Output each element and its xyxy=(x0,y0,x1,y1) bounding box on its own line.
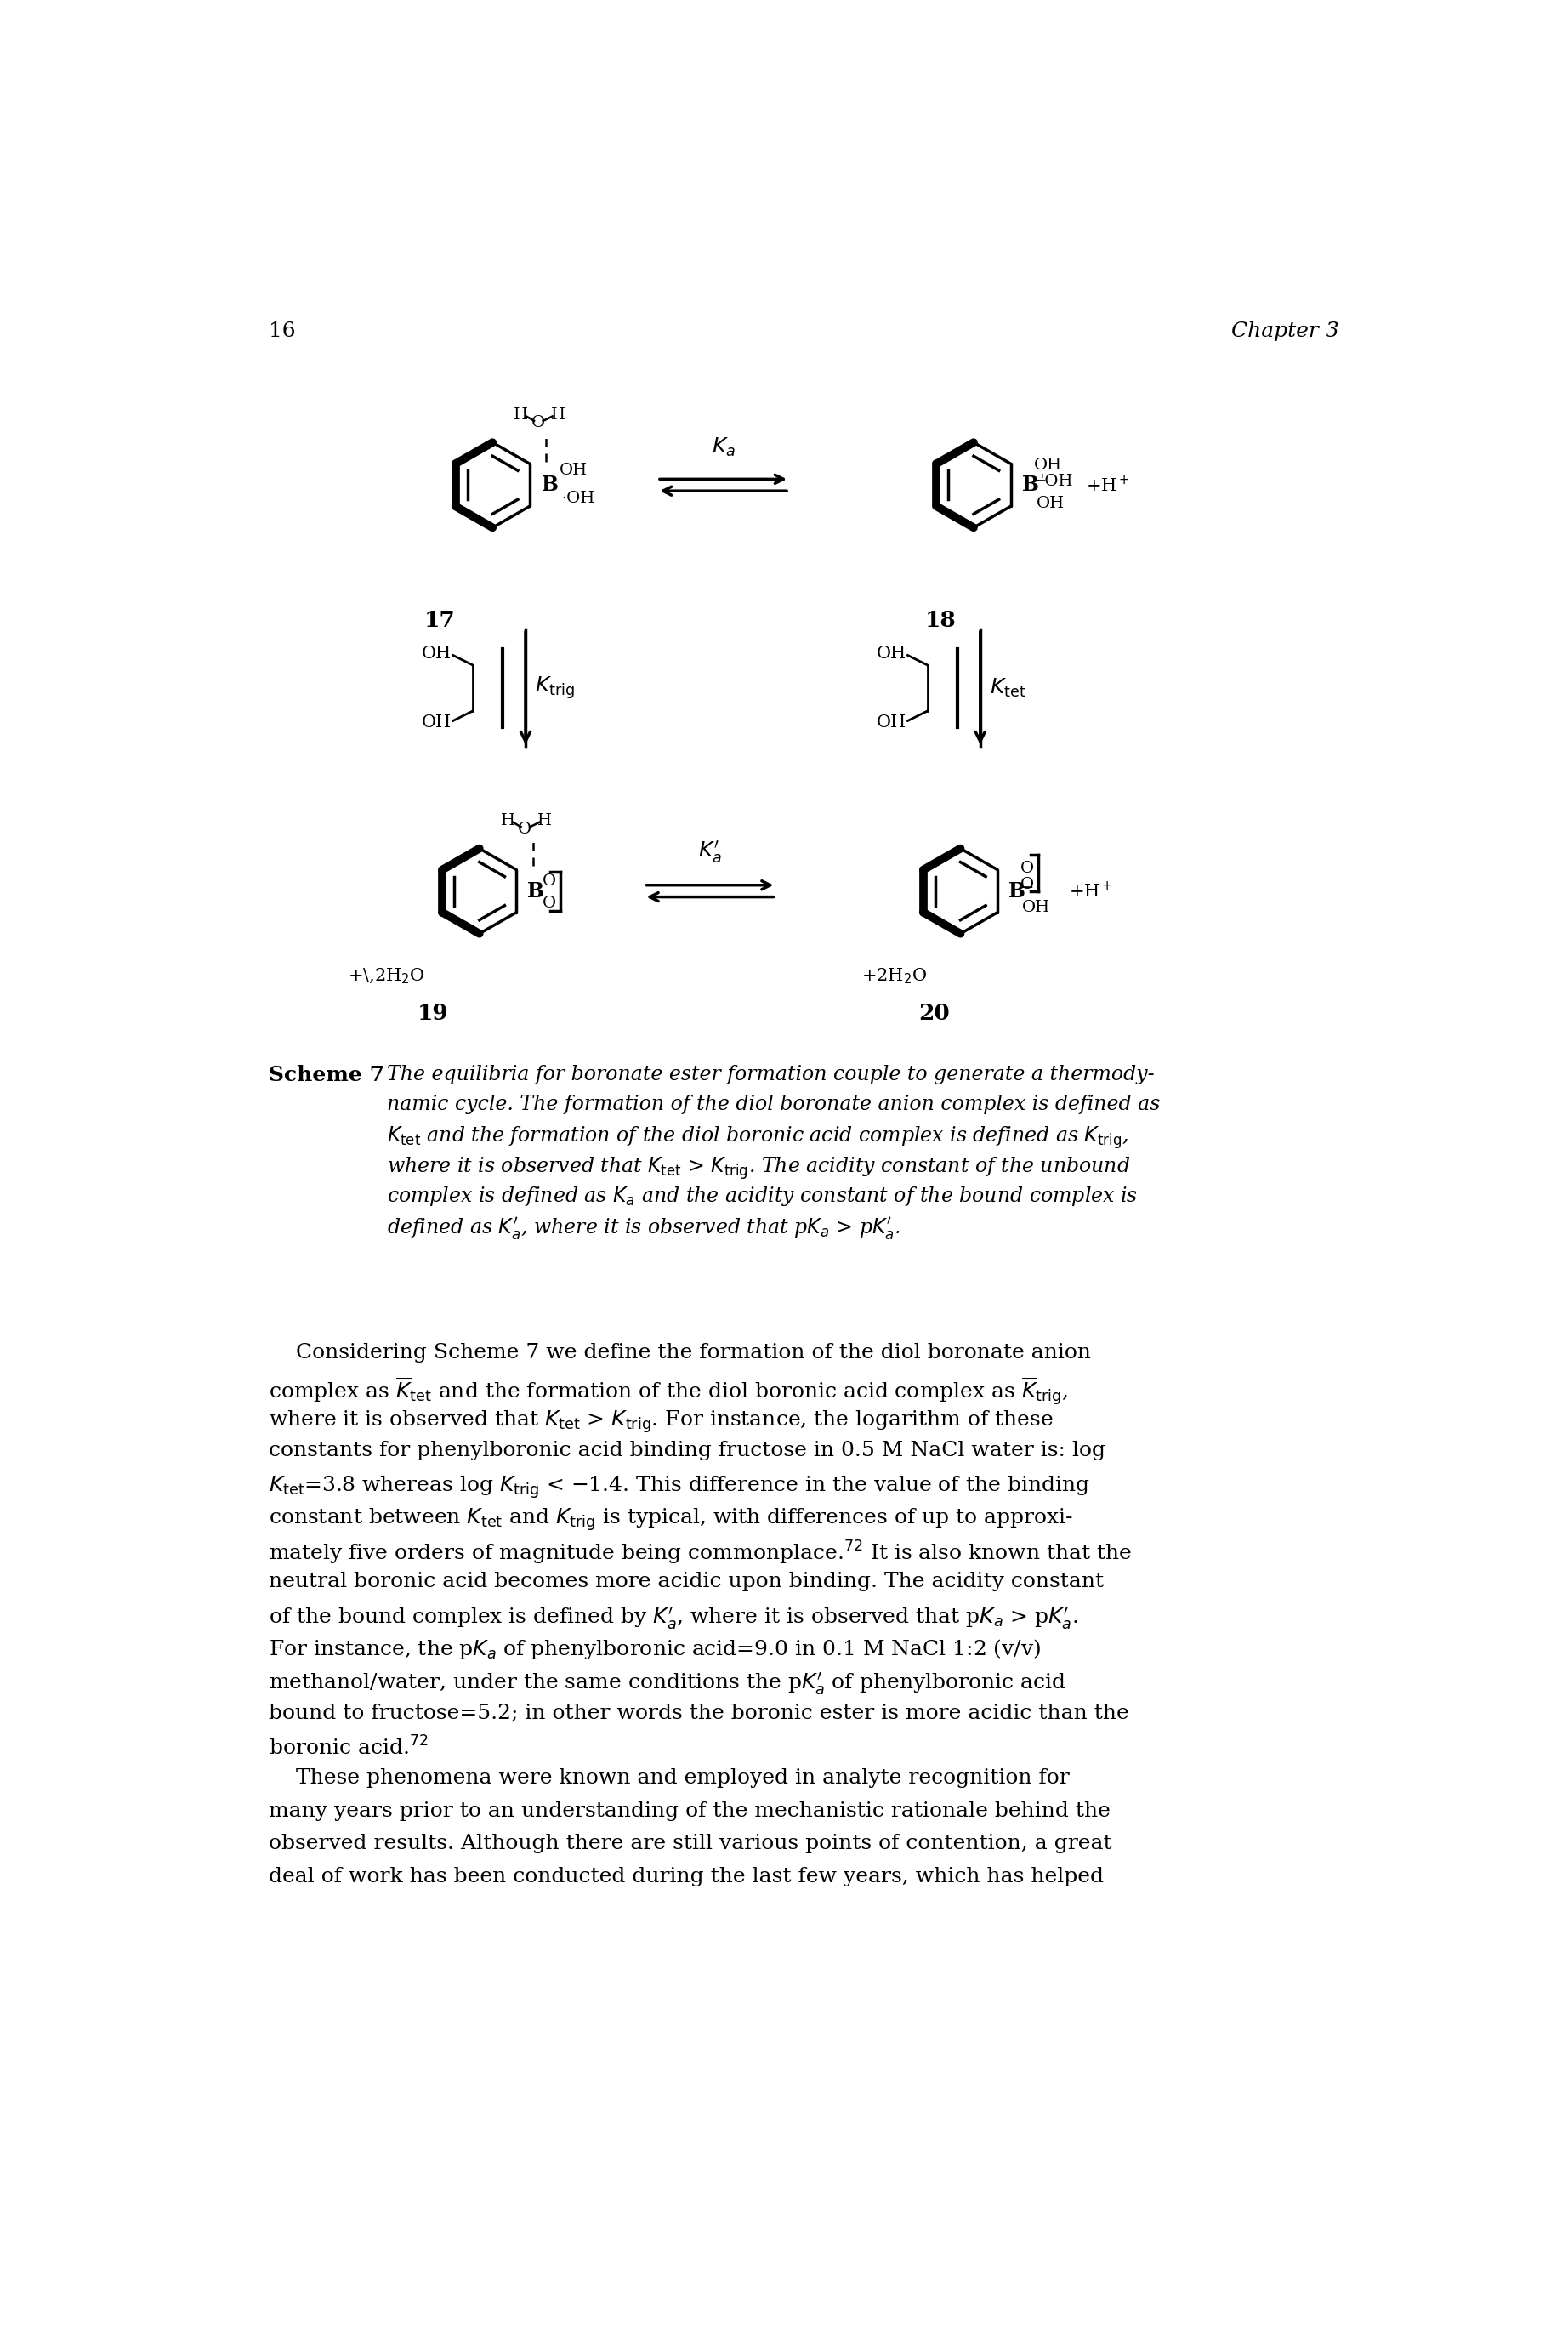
Text: OH: OH xyxy=(1033,458,1062,472)
Text: $K_{\rm tet}$ and the formation of the diol boronic acid complex is defined as $: $K_{\rm tet}$ and the formation of the d… xyxy=(387,1126,1129,1152)
Text: $\mathit{K}_a'$: $\mathit{K}_a'$ xyxy=(698,839,721,865)
Text: OH: OH xyxy=(877,714,906,731)
Text: H: H xyxy=(514,407,528,423)
Text: boronic acid.$^{72}$: boronic acid.$^{72}$ xyxy=(268,1737,428,1760)
Text: of the bound complex is defined by $K_a'$, where it is observed that p$K_a$ > p$: of the bound complex is defined by $K_a'… xyxy=(268,1605,1077,1631)
Text: Chapter 3: Chapter 3 xyxy=(1231,322,1339,341)
Text: ·: · xyxy=(538,881,543,895)
Text: observed results. Although there are still various points of contention, a great: observed results. Although there are sti… xyxy=(268,1833,1112,1854)
Text: $\mathit{K}_{\rm tet}$: $\mathit{K}_{\rm tet}$ xyxy=(989,677,1025,700)
Text: OH: OH xyxy=(1036,496,1065,510)
Text: −: − xyxy=(1019,881,1033,895)
Text: O: O xyxy=(543,895,555,909)
Text: +\,2H$_2$O: +\,2H$_2$O xyxy=(348,966,425,985)
Text: +H$^+$: +H$^+$ xyxy=(1069,881,1113,900)
Text: constants for phenylboronic acid binding fructose in 0.5 M NaCl water is: log: constants for phenylboronic acid binding… xyxy=(268,1441,1105,1462)
Text: complex is defined as $K_a$ and the acidity constant of the bound complex is: complex is defined as $K_a$ and the acid… xyxy=(387,1184,1138,1208)
Text: +2H$_2$O: +2H$_2$O xyxy=(861,966,927,985)
Text: O: O xyxy=(532,416,544,430)
Text: ·'OH: ·'OH xyxy=(1035,475,1073,489)
Text: 19: 19 xyxy=(417,1003,448,1025)
Text: For instance, the p$K_a$ of phenylboronic acid=9.0 in 0.1 M NaCl 1:2 (v/v): For instance, the p$K_a$ of phenylboroni… xyxy=(268,1638,1041,1661)
Text: The equilibria for boronate ester formation couple to generate a thermody-: The equilibria for boronate ester format… xyxy=(387,1065,1154,1083)
Text: OH: OH xyxy=(422,646,452,660)
Text: Considering Scheme 7 we define the formation of the diol boronate anion: Considering Scheme 7 we define the forma… xyxy=(268,1342,1091,1363)
Text: complex as $\overline{K}_{\rm tet}$ and the formation of the diol boronic acid c: complex as $\overline{K}_{\rm tet}$ and … xyxy=(268,1375,1068,1408)
Text: $\mathit{K}_a$: $\mathit{K}_a$ xyxy=(712,437,735,458)
Text: 18: 18 xyxy=(925,609,956,630)
Text: Scheme 7: Scheme 7 xyxy=(268,1065,384,1086)
Text: OH: OH xyxy=(877,646,906,660)
Text: many years prior to an understanding of the mechanistic rationale behind the: many years prior to an understanding of … xyxy=(268,1802,1110,1821)
Text: OH: OH xyxy=(1022,900,1051,914)
Text: ·OH: ·OH xyxy=(561,491,596,505)
Text: 16: 16 xyxy=(268,322,295,341)
Text: neutral boronic acid becomes more acidic upon binding. The acidity constant: neutral boronic acid becomes more acidic… xyxy=(268,1572,1104,1591)
Text: where it is observed that $K_{\rm tet}$ > $K_{\rm trig}$. The acidity constant o: where it is observed that $K_{\rm tet}$ … xyxy=(387,1154,1131,1182)
Text: H: H xyxy=(538,813,552,830)
Text: namic cycle. The formation of the diol boronate anion complex is defined as: namic cycle. The formation of the diol b… xyxy=(387,1095,1160,1114)
Text: O: O xyxy=(1021,877,1035,893)
Text: $K_{\rm tet}$=3.8 whereas log $K_{\rm trig}$ < $-$1.4. This difference in the va: $K_{\rm tet}$=3.8 whereas log $K_{\rm tr… xyxy=(268,1473,1090,1499)
Text: $\mathit{K}_{\rm trig}$: $\mathit{K}_{\rm trig}$ xyxy=(535,674,574,700)
Text: bound to fructose=5.2; in other words the boronic ester is more acidic than the: bound to fructose=5.2; in other words th… xyxy=(268,1704,1129,1723)
Text: B: B xyxy=(1008,881,1025,902)
Text: B: B xyxy=(527,881,544,902)
Text: B: B xyxy=(1022,475,1038,496)
Text: mately five orders of magnitude being commonplace.$^{72}$ It is also known that : mately five orders of magnitude being co… xyxy=(268,1539,1132,1567)
Text: where it is observed that $K_{\rm tet}$ > $K_{\rm trig}$. For instance, the loga: where it is observed that $K_{\rm tet}$ … xyxy=(268,1408,1054,1434)
Text: deal of work has been conducted during the last few years, which has helped: deal of work has been conducted during t… xyxy=(268,1866,1104,1887)
Text: constant between $K_{\rm tet}$ and $K_{\rm trig}$ is typical, with differences o: constant between $K_{\rm tet}$ and $K_{\… xyxy=(268,1506,1073,1532)
Text: 17: 17 xyxy=(425,609,455,630)
Text: OH: OH xyxy=(560,463,588,479)
Text: +H$^+$: +H$^+$ xyxy=(1085,475,1129,496)
Text: defined as $K_a'$, where it is observed that p$K_a$ > p$K_a'$.: defined as $K_a'$, where it is observed … xyxy=(387,1215,900,1241)
Text: H: H xyxy=(500,813,514,830)
Text: OH: OH xyxy=(422,714,452,731)
Text: B: B xyxy=(543,475,558,496)
Text: O: O xyxy=(543,874,555,888)
Text: methanol/water, under the same conditions the p$K_a'$ of phenylboronic acid: methanol/water, under the same condition… xyxy=(268,1671,1066,1697)
Text: 20: 20 xyxy=(919,1003,950,1025)
Text: H: H xyxy=(550,407,564,423)
Text: −: − xyxy=(1032,475,1047,489)
Text: These phenomena were known and employed in analyte recognition for: These phenomena were known and employed … xyxy=(268,1770,1069,1788)
Text: O: O xyxy=(1021,860,1035,877)
Text: O: O xyxy=(517,820,532,837)
